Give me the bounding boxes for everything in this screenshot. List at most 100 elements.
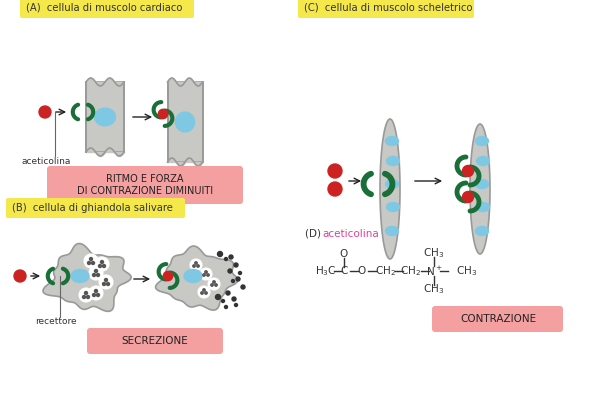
Circle shape bbox=[14, 270, 26, 282]
Text: O: O bbox=[340, 249, 348, 259]
Circle shape bbox=[94, 290, 97, 292]
Text: aceticolina: aceticolina bbox=[22, 157, 71, 166]
Text: aceticolina: aceticolina bbox=[322, 229, 379, 239]
Circle shape bbox=[87, 261, 90, 265]
Circle shape bbox=[218, 251, 222, 257]
Circle shape bbox=[84, 292, 87, 294]
Circle shape bbox=[225, 306, 228, 308]
Circle shape bbox=[463, 166, 474, 176]
Text: N$^+$: N$^+$ bbox=[426, 265, 442, 278]
FancyBboxPatch shape bbox=[47, 166, 243, 204]
Circle shape bbox=[103, 282, 106, 286]
Ellipse shape bbox=[386, 203, 399, 211]
Text: CH$_3$: CH$_3$ bbox=[456, 264, 477, 278]
Circle shape bbox=[213, 281, 215, 283]
FancyBboxPatch shape bbox=[87, 328, 223, 354]
Text: CONTRAZIONE: CONTRAZIONE bbox=[460, 314, 536, 324]
Ellipse shape bbox=[477, 203, 490, 211]
Polygon shape bbox=[43, 243, 131, 311]
Text: (D): (D) bbox=[305, 229, 325, 239]
Circle shape bbox=[198, 286, 210, 298]
Circle shape bbox=[163, 271, 173, 280]
Text: RITMO E FORZA
DI CONTRAZIONE DIMINUITI: RITMO E FORZA DI CONTRAZIONE DIMINUITI bbox=[77, 174, 213, 196]
Circle shape bbox=[203, 289, 205, 291]
Polygon shape bbox=[470, 124, 490, 254]
Ellipse shape bbox=[386, 156, 399, 166]
Circle shape bbox=[207, 274, 209, 276]
Ellipse shape bbox=[385, 136, 398, 146]
Circle shape bbox=[97, 273, 100, 277]
Text: C: C bbox=[340, 266, 348, 276]
Circle shape bbox=[104, 279, 107, 282]
Circle shape bbox=[225, 257, 228, 261]
Ellipse shape bbox=[184, 269, 202, 282]
Circle shape bbox=[93, 273, 96, 277]
Circle shape bbox=[91, 261, 94, 265]
Circle shape bbox=[158, 109, 168, 119]
Circle shape bbox=[228, 269, 232, 273]
Circle shape bbox=[93, 294, 96, 296]
FancyBboxPatch shape bbox=[20, 0, 194, 18]
Text: recettore: recettore bbox=[35, 317, 77, 326]
FancyBboxPatch shape bbox=[6, 198, 185, 218]
Circle shape bbox=[238, 271, 241, 275]
Circle shape bbox=[211, 284, 213, 286]
Circle shape bbox=[100, 261, 103, 263]
Circle shape bbox=[221, 300, 225, 302]
Ellipse shape bbox=[71, 269, 89, 282]
Circle shape bbox=[241, 285, 245, 289]
Circle shape bbox=[234, 263, 238, 267]
Text: (B)  cellula di ghiandola salivare: (B) cellula di ghiandola salivare bbox=[12, 203, 173, 213]
Circle shape bbox=[200, 268, 212, 280]
Circle shape bbox=[236, 277, 240, 281]
Circle shape bbox=[205, 292, 207, 294]
Circle shape bbox=[99, 275, 113, 289]
Text: (C)  cellula di muscolo scheletrico: (C) cellula di muscolo scheletrico bbox=[304, 3, 473, 13]
FancyBboxPatch shape bbox=[298, 0, 474, 18]
Circle shape bbox=[205, 271, 207, 273]
Circle shape bbox=[328, 182, 342, 196]
Ellipse shape bbox=[94, 108, 116, 126]
Ellipse shape bbox=[476, 136, 489, 146]
Text: CH$_2$: CH$_2$ bbox=[399, 264, 421, 278]
Circle shape bbox=[208, 278, 220, 290]
FancyBboxPatch shape bbox=[432, 306, 563, 332]
Circle shape bbox=[95, 257, 109, 271]
Text: H$_3$C: H$_3$C bbox=[315, 264, 336, 278]
Polygon shape bbox=[168, 82, 202, 162]
Circle shape bbox=[234, 304, 238, 306]
Circle shape bbox=[226, 291, 230, 295]
Circle shape bbox=[103, 265, 106, 267]
Ellipse shape bbox=[477, 156, 490, 166]
Circle shape bbox=[215, 284, 217, 286]
Circle shape bbox=[99, 265, 101, 267]
Polygon shape bbox=[86, 82, 124, 152]
Text: CH$_3$: CH$_3$ bbox=[424, 246, 445, 260]
Circle shape bbox=[328, 164, 342, 178]
Ellipse shape bbox=[385, 227, 398, 235]
Circle shape bbox=[463, 192, 474, 203]
Circle shape bbox=[195, 262, 197, 264]
Circle shape bbox=[94, 269, 97, 273]
Circle shape bbox=[193, 265, 195, 267]
Text: CH$_2$: CH$_2$ bbox=[375, 264, 395, 278]
Circle shape bbox=[89, 266, 103, 280]
Circle shape bbox=[84, 254, 98, 268]
Circle shape bbox=[203, 274, 205, 276]
Ellipse shape bbox=[476, 227, 489, 235]
Circle shape bbox=[87, 296, 90, 298]
Ellipse shape bbox=[476, 180, 489, 188]
Circle shape bbox=[229, 255, 233, 259]
Circle shape bbox=[190, 259, 202, 271]
Circle shape bbox=[89, 286, 103, 300]
Circle shape bbox=[39, 106, 51, 118]
Text: CH$_3$: CH$_3$ bbox=[424, 282, 445, 296]
Circle shape bbox=[232, 297, 236, 301]
Circle shape bbox=[79, 288, 93, 302]
Circle shape bbox=[97, 294, 100, 296]
Circle shape bbox=[215, 294, 221, 300]
Ellipse shape bbox=[385, 180, 398, 188]
Polygon shape bbox=[156, 246, 238, 310]
Text: SECREZIONE: SECREZIONE bbox=[122, 336, 188, 346]
Circle shape bbox=[201, 292, 203, 294]
